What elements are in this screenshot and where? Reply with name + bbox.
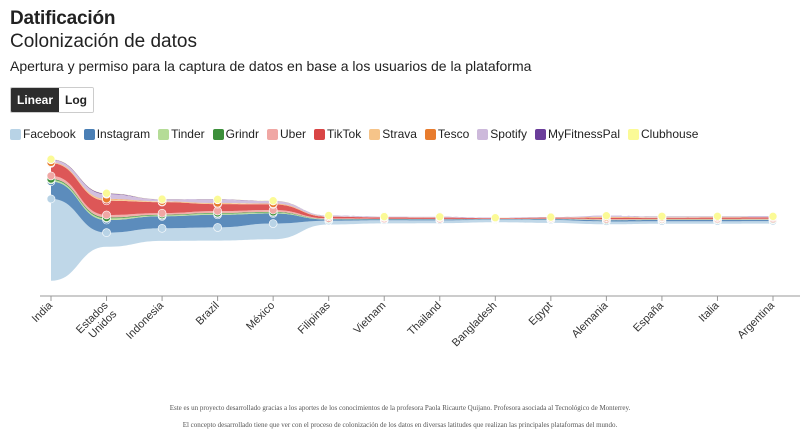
point-uber-2[interactable]: [157, 208, 167, 218]
x-tick-label-12: Italia: [697, 299, 723, 325]
legend-swatch-myfitnesspal: [534, 128, 546, 140]
legend-swatch-instagram: [83, 128, 95, 140]
legend-item-clubhouse[interactable]: Clubhouse: [628, 127, 698, 141]
chart-legend: Facebook Instagram Tinder Grindr Uber TikTok S…: [10, 127, 706, 141]
point-clubhouse-2[interactable]: [157, 194, 167, 204]
legend-swatch-facebook: [10, 128, 21, 140]
legend-label-strava: Strava: [382, 127, 417, 141]
point-facebook-3[interactable]: [213, 223, 222, 232]
x-tick-label-8: Bangladesh: [450, 300, 500, 350]
x-tick-label-6: Vietnam: [351, 300, 388, 337]
legend-label-grindr: Grindr: [225, 127, 259, 141]
legend-item-facebook[interactable]: Facebook: [10, 127, 76, 141]
point-uber-0[interactable]: [46, 171, 56, 181]
point-clubhouse-6[interactable]: [379, 212, 389, 221]
legend-item-strava[interactable]: Strava: [369, 127, 417, 141]
legend-label-tesco: Tesco: [437, 127, 470, 141]
scale-toggle: Linear Log: [10, 87, 95, 113]
area-instagram[interactable]: [51, 181, 773, 233]
legend-label-clubhouse: Clubhouse: [641, 127, 699, 141]
x-tick-label-10: Alemania: [570, 299, 612, 341]
streamgraph-chart: India EstadosUnidos Indonesia Brazil México F…: [30, 154, 800, 350]
legend-item-myfitnesspal[interactable]: MyFitnessPal: [534, 127, 620, 141]
legend-label-tinder: Tinder: [171, 127, 205, 141]
legend-item-instagram[interactable]: Instagram: [83, 127, 151, 141]
legend-swatch-clubhouse: [628, 128, 639, 140]
footer-credit: Este es un proyecto desarrollado gracias…: [169, 404, 631, 412]
legend-label-instagram: Instagram: [96, 127, 151, 141]
point-clubhouse-1[interactable]: [102, 188, 111, 198]
legend-swatch-uber: [266, 128, 278, 140]
legend-item-tesco[interactable]: Tesco: [424, 127, 470, 141]
legend-label-tiktok: TikTok: [327, 127, 362, 141]
legend-label-facebook: Facebook: [23, 127, 76, 141]
legend-swatch-strava: [369, 128, 381, 140]
x-tick-label-13: Argentina: [735, 299, 777, 341]
x-tick-label-4: México: [244, 300, 277, 333]
point-clubhouse-4[interactable]: [268, 196, 278, 206]
x-tick-label-2: Indonesia: [124, 299, 167, 342]
legend-item-tinder[interactable]: Tinder: [158, 127, 205, 141]
footer-concept: El concepto desarrollado tiene que ver c…: [182, 421, 618, 429]
area-tiktok[interactable]: [51, 163, 773, 220]
legend-item-grindr[interactable]: Grindr: [212, 127, 259, 141]
legend-item-spotify[interactable]: Spotify: [477, 127, 527, 141]
point-clubhouse-10[interactable]: [602, 211, 611, 221]
log-scale-button[interactable]: Log: [59, 88, 94, 112]
point-facebook-1[interactable]: [102, 228, 111, 237]
legend-item-uber[interactable]: Uber: [266, 127, 306, 141]
x-tick-label-0: India: [30, 299, 56, 325]
point-clubhouse-9[interactable]: [546, 212, 556, 222]
area-facebook[interactable]: [51, 198, 773, 281]
point-clubhouse-3[interactable]: [213, 195, 222, 204]
point-facebook-2[interactable]: [157, 223, 167, 233]
point-clubhouse-8[interactable]: [491, 213, 500, 223]
legend-label-myfitnesspal: MyFitnessPal: [547, 127, 620, 141]
chart-subtitle: Apertura y permiso para la captura de da…: [10, 58, 532, 74]
point-clubhouse-7[interactable]: [435, 212, 445, 222]
x-tick-label-7: Thailand: [406, 300, 444, 338]
x-tick-label-5: Filipinas: [296, 299, 333, 336]
point-clubhouse-13[interactable]: [768, 212, 778, 221]
legend-swatch-tiktok: [314, 128, 325, 140]
x-tick-label-11: España: [631, 299, 666, 334]
legend-swatch-tinder: [158, 128, 170, 140]
legend-label-spotify: Spotify: [490, 127, 527, 141]
x-tick-label-3: Brazil: [194, 300, 222, 328]
legend-swatch-grindr: [212, 128, 224, 140]
point-uber-1[interactable]: [102, 210, 111, 220]
point-clubhouse-11[interactable]: [657, 211, 667, 221]
linear-scale-button[interactable]: Linear: [11, 88, 60, 112]
point-facebook-0[interactable]: [46, 194, 56, 204]
legend-item-tiktok[interactable]: TikTok: [314, 127, 361, 141]
x-tick-label-9: Egypt: [527, 300, 555, 328]
point-facebook-4[interactable]: [268, 219, 278, 228]
page-title: Datificación: [10, 8, 116, 29]
point-clubhouse-0[interactable]: [46, 154, 56, 164]
legend-label-uber: Uber: [279, 127, 306, 141]
area-uber[interactable]: [51, 175, 773, 220]
chart-title: Colonización de datos: [10, 31, 197, 52]
point-clubhouse-12[interactable]: [713, 211, 722, 221]
point-clubhouse-5[interactable]: [324, 211, 333, 220]
x-tick-label-1: EstadosUnidos: [74, 299, 119, 344]
legend-swatch-spotify: [477, 128, 489, 140]
legend-swatch-tesco: [424, 128, 436, 140]
